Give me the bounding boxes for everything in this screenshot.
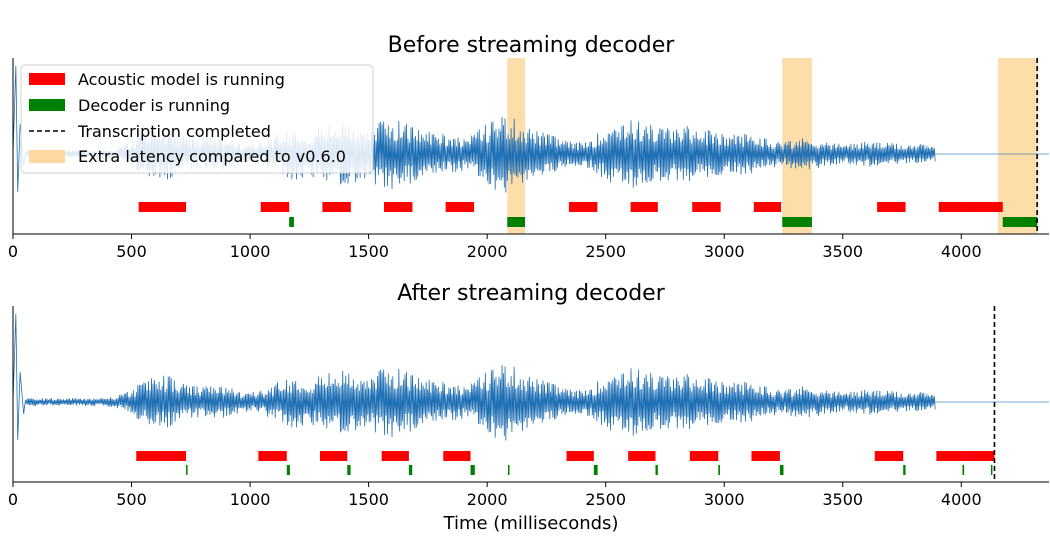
panel-after: After streaming decoder 0 500 1000 1500 2000… [8, 281, 1049, 534]
x-tick-label: 0 [8, 242, 18, 261]
acoustic-bars [138, 202, 1003, 212]
acoustic-bar-7 [692, 202, 721, 212]
x-tick-label: 2500 [585, 490, 626, 509]
acoustic-bar-9 [874, 451, 904, 461]
x-tick-label: 3500 [822, 242, 863, 261]
x-tick-label: 4000 [941, 490, 982, 509]
legend-label-decoder: Decoder is running [78, 96, 230, 115]
decoder-bar-12 [990, 465, 993, 475]
acoustic-bar-1 [258, 451, 287, 461]
decoder-bar-1 [507, 217, 526, 227]
decoder-bar-3 [1002, 217, 1038, 227]
acoustic-bar-3 [381, 451, 409, 461]
legend-swatch-decoder [29, 99, 65, 111]
decoder-bar-8 [718, 465, 720, 475]
x-tick-label: 1000 [230, 490, 271, 509]
acoustic-bar-10 [938, 202, 967, 212]
acoustic-bar-2 [320, 451, 348, 461]
chart-title-after: After streaming decoder [397, 281, 665, 306]
legend-swatch-acoustic [29, 73, 65, 85]
legend-swatch-latency [29, 150, 65, 163]
x-tick-label: 1500 [348, 242, 389, 261]
decoder-bar-0 [289, 217, 294, 227]
acoustic-bar-1 [260, 202, 290, 212]
panel-before: Before streaming decoder 0 500 1000 1500 200… [8, 33, 1049, 261]
acoustic-bar-5 [568, 202, 598, 212]
acoustic-bar-9 [877, 202, 906, 212]
x-tick-label: 3000 [704, 490, 745, 509]
decoder-bar-11 [962, 465, 965, 475]
acoustic-bar-10 [936, 451, 963, 461]
x-tick-label: 3500 [822, 490, 863, 509]
decoder-bars [186, 465, 993, 475]
decoder-bar-2 [347, 465, 351, 475]
acoustic-bar-6 [628, 451, 656, 461]
x-ticks-before: 0 500 1000 1500 2000 2500 3000 3500 4000 [8, 234, 982, 261]
decoder-bar-6 [593, 465, 598, 475]
x-tick-label: 3000 [704, 242, 745, 261]
decoder-bar-3 [408, 465, 413, 475]
decoder-bar-5 [508, 465, 510, 475]
acoustic-bars [136, 451, 995, 461]
waveform-after [12, 313, 936, 441]
decoder-bars [289, 217, 1038, 227]
x-axis-label: Time (milliseconds) [443, 513, 619, 534]
acoustic-bar-8 [753, 202, 782, 212]
legend-label-completed: Transcription completed [77, 122, 271, 141]
x-tick-label: 1500 [348, 490, 389, 509]
decoder-bar-9 [779, 465, 784, 475]
x-tick-label: 2000 [467, 242, 508, 261]
x-tick-label: 1000 [230, 242, 271, 261]
acoustic-bar-4 [443, 451, 471, 461]
acoustic-bar-7 [689, 451, 719, 461]
decoder-bar-7 [655, 465, 658, 475]
acoustic-bar-2 [322, 202, 351, 212]
x-tick-label: 4000 [941, 242, 982, 261]
decoder-bar-4 [470, 465, 475, 475]
x-tick-label: 500 [116, 490, 147, 509]
x-tick-label: 500 [116, 242, 147, 261]
legend-label-acoustic: Acoustic model is running [78, 70, 285, 89]
acoustic-bar-11 [966, 202, 1003, 212]
acoustic-bar-6 [630, 202, 658, 212]
decoder-bar-1 [286, 465, 290, 475]
legend: Acoustic model is running Decoder is run… [20, 64, 374, 174]
legend-frame [20, 64, 374, 174]
decoder-bar-0 [186, 465, 188, 475]
legend-label-latency: Extra latency compared to v0.6.0 [78, 147, 346, 166]
x-ticks-after: 0 500 1000 1500 2000 2500 3000 3500 4000 [8, 482, 982, 509]
x-tick-label: 2000 [467, 490, 508, 509]
x-tick-label: 2500 [585, 242, 626, 261]
decoder-bar-10 [903, 465, 906, 475]
x-tick-label: 0 [8, 490, 18, 509]
acoustic-bar-0 [136, 451, 187, 461]
acoustic-bar-4 [445, 202, 475, 212]
decoder-bar-2 [782, 217, 812, 227]
acoustic-bar-8 [751, 451, 780, 461]
acoustic-bar-11 [962, 451, 995, 461]
latency-band-2 [998, 58, 1038, 234]
acoustic-bar-3 [384, 202, 413, 212]
acoustic-bar-0 [138, 202, 187, 212]
chart-title-before: Before streaming decoder [388, 33, 676, 58]
acoustic-bar-5 [566, 451, 594, 461]
